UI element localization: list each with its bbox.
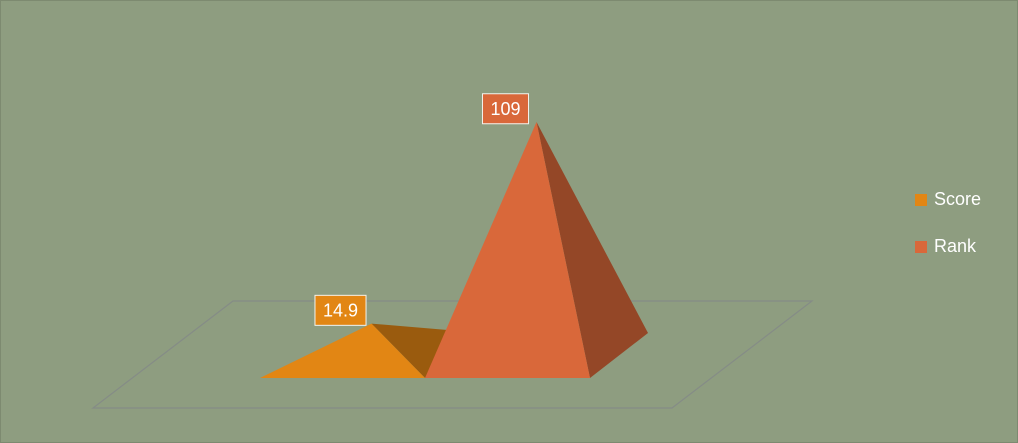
data-label: 14.9 [323,300,358,320]
pyramid-side [536,122,648,378]
pyramid-front [260,323,425,378]
data-label-box [481,93,530,125]
legend-swatch [915,194,927,206]
legend-label: Rank [934,236,977,256]
legend-swatch [915,241,927,253]
data-label-box [314,294,367,326]
pyramid-front [425,122,590,378]
data-label: 109 [490,99,520,119]
legend-label: Score [934,189,981,209]
